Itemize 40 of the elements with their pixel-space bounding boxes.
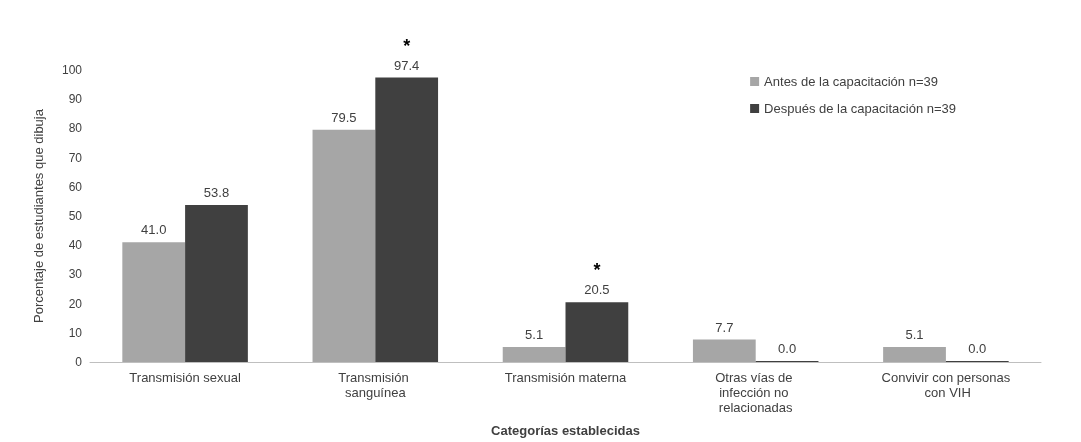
data-label: 79.5 bbox=[331, 109, 357, 125]
y-tick-label: 100 bbox=[61, 63, 83, 77]
bar bbox=[122, 242, 186, 362]
data-label: 5.1 bbox=[905, 327, 924, 343]
x-tick-label: Transmisión sanguínea bbox=[338, 370, 413, 400]
bar bbox=[502, 347, 566, 362]
bar bbox=[185, 204, 248, 362]
x-tick-label: Convivir con personas con VIH bbox=[881, 370, 1011, 400]
x-tick-label: Otras vías de infección no relacionadas bbox=[715, 370, 797, 415]
y-tick-label: 70 bbox=[68, 150, 83, 165]
bar bbox=[692, 339, 756, 362]
x-tick-label: Transmisión sexual bbox=[129, 370, 241, 385]
y-tick-label: 80 bbox=[68, 121, 83, 136]
bar bbox=[312, 129, 376, 362]
data-label: 5.1 bbox=[525, 327, 544, 343]
data-label: 0.0 bbox=[968, 341, 987, 356]
y-tick-label: 0 bbox=[75, 355, 83, 369]
y-tick-label: 10 bbox=[68, 325, 83, 340]
data-label: 97.4 bbox=[394, 57, 420, 73]
data-label: 0.0 bbox=[778, 341, 797, 356]
x-tick-label: Transmisión materna bbox=[504, 370, 628, 385]
data-label: 41.0 bbox=[141, 222, 167, 238]
y-tick-label: 30 bbox=[68, 267, 83, 282]
y-tick-label: 40 bbox=[68, 238, 83, 253]
bar bbox=[375, 77, 439, 362]
bar bbox=[883, 347, 946, 362]
legend-label: Antes de la capacitación n=39 bbox=[764, 74, 938, 89]
data-label: 20.5 bbox=[584, 282, 610, 298]
y-tick-label: 20 bbox=[68, 296, 83, 311]
data-label: 53.8 bbox=[203, 184, 230, 200]
legend-label: Después de la capacitación n=39 bbox=[764, 101, 957, 116]
data-label: 7.7 bbox=[715, 319, 734, 335]
y-tick-label: 60 bbox=[68, 179, 83, 194]
bar bbox=[565, 302, 629, 362]
y-tick-label: 50 bbox=[68, 209, 83, 223]
y-axis-title: Porcentaje de estudiantes que dibuja bbox=[31, 108, 46, 323]
x-axis-title: Categorías establecidas bbox=[491, 423, 640, 438]
annotation: * bbox=[403, 35, 411, 56]
annotation: * bbox=[593, 260, 601, 281]
y-tick-label: 90 bbox=[68, 92, 83, 107]
